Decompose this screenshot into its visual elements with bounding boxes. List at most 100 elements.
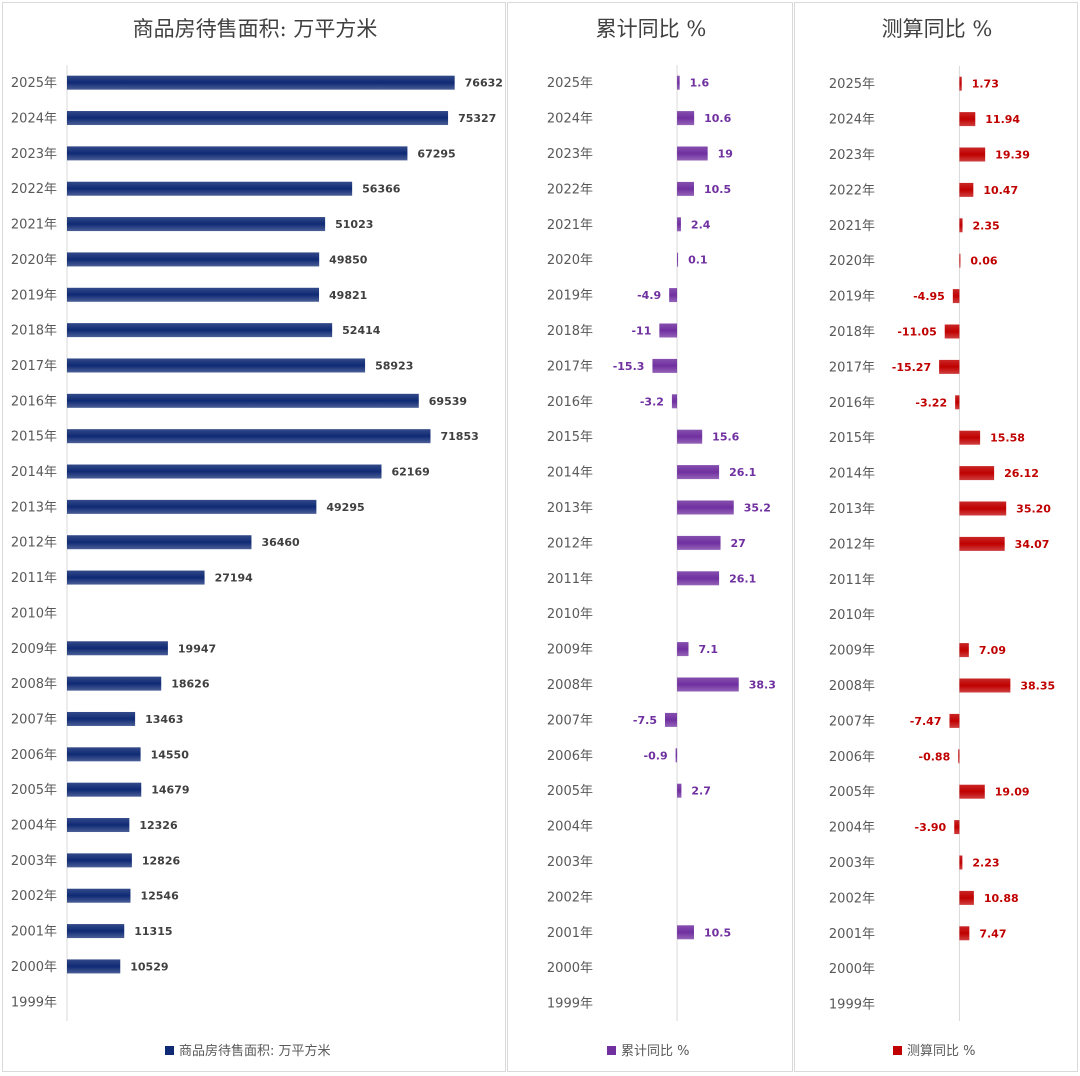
data-label: -11 bbox=[631, 325, 651, 338]
data-label: 76632 bbox=[465, 77, 503, 90]
category-tick-label: 2006年 bbox=[547, 749, 593, 764]
bar bbox=[959, 253, 961, 268]
category-tick-label: 2018年 bbox=[829, 325, 875, 340]
data-label: -4.95 bbox=[913, 290, 945, 303]
category-tick-label: 2010年 bbox=[11, 606, 57, 621]
category-tick-label: 2015年 bbox=[11, 430, 57, 445]
bar bbox=[669, 288, 678, 303]
data-label: 10.6 bbox=[704, 112, 731, 125]
category-tick-label: 2007年 bbox=[11, 712, 57, 727]
data-label: 7.1 bbox=[699, 643, 719, 656]
category-tick-label: 2005年 bbox=[11, 783, 57, 798]
category-tick-label: 2021年 bbox=[829, 219, 875, 234]
legend-swatch bbox=[607, 1046, 616, 1055]
category-tick-label: 2011年 bbox=[11, 571, 57, 586]
category-tick-label: 2002年 bbox=[829, 891, 875, 906]
category-tick-label: 2004年 bbox=[11, 819, 57, 834]
bar bbox=[952, 289, 960, 304]
category-tick-label: 2002年 bbox=[11, 889, 57, 904]
bar bbox=[959, 926, 970, 941]
category-tick-label: 2006年 bbox=[829, 750, 875, 765]
data-label: 14679 bbox=[151, 784, 189, 797]
data-label: 75327 bbox=[458, 112, 496, 125]
bar bbox=[677, 677, 739, 692]
category-tick-label: 1999年 bbox=[11, 995, 57, 1010]
data-label: 10.5 bbox=[704, 926, 731, 939]
category-tick-label: 2014年 bbox=[547, 466, 593, 481]
legend-swatch bbox=[165, 1046, 174, 1055]
bar bbox=[958, 749, 960, 764]
data-label: 35.2 bbox=[744, 502, 771, 515]
category-tick-label: 2001年 bbox=[829, 927, 875, 942]
category-tick-label: 2016年 bbox=[11, 394, 57, 409]
data-label: 19.09 bbox=[995, 786, 1030, 799]
bar bbox=[67, 217, 326, 232]
bar bbox=[959, 76, 962, 91]
category-tick-label: 2010年 bbox=[547, 607, 593, 622]
data-label: 2.35 bbox=[973, 219, 1000, 232]
data-label: 56366 bbox=[362, 183, 401, 196]
data-label: -3.2 bbox=[640, 395, 664, 408]
data-label: 0.06 bbox=[970, 255, 997, 268]
category-tick-label: 2008年 bbox=[11, 677, 57, 692]
category-tick-label: 2010年 bbox=[829, 608, 875, 623]
bar bbox=[67, 747, 141, 762]
data-label: 7.09 bbox=[979, 644, 1006, 657]
category-tick-label: 2012年 bbox=[11, 536, 57, 551]
bar bbox=[959, 678, 1011, 693]
data-label: 2.7 bbox=[691, 785, 711, 798]
category-tick-label: 2024年 bbox=[829, 113, 875, 128]
bar bbox=[677, 75, 680, 90]
category-tick-label: 2009年 bbox=[547, 643, 593, 658]
bar bbox=[67, 464, 382, 479]
bar bbox=[67, 535, 252, 550]
category-tick-label: 2007年 bbox=[547, 713, 593, 728]
bar bbox=[67, 393, 419, 408]
data-label: 10529 bbox=[130, 960, 168, 973]
bar bbox=[959, 855, 963, 870]
category-tick-label: 2017年 bbox=[829, 360, 875, 375]
data-label: 12546 bbox=[140, 890, 179, 903]
data-label: 15.58 bbox=[990, 432, 1025, 445]
category-tick-label: 2016年 bbox=[829, 396, 875, 411]
panel-inventory-area: 商品房待售面积: 万平方米 2025年 76632 2024年 75327 2023年 6… bbox=[2, 2, 506, 1072]
bar bbox=[67, 429, 431, 444]
bar bbox=[67, 959, 121, 974]
data-label: 49850 bbox=[329, 253, 368, 266]
bar bbox=[67, 924, 125, 939]
data-label: 18626 bbox=[171, 678, 210, 691]
category-tick-label: 2020年 bbox=[829, 254, 875, 269]
category-tick-label: 2012年 bbox=[829, 537, 875, 552]
bar bbox=[677, 146, 708, 161]
category-tick-label: 2023年 bbox=[547, 147, 593, 162]
bar bbox=[671, 394, 678, 409]
category-tick-label: 2011年 bbox=[547, 572, 593, 587]
data-label: 26.1 bbox=[729, 572, 756, 585]
data-label: -15.27 bbox=[892, 361, 931, 374]
bar bbox=[67, 676, 162, 691]
data-label: -7.47 bbox=[910, 715, 942, 728]
legend-label: 测算同比 % bbox=[907, 1044, 976, 1059]
category-tick-label: 2024年 bbox=[11, 112, 57, 127]
data-label: 11.94 bbox=[985, 113, 1020, 126]
category-tick-label: 2003年 bbox=[11, 854, 57, 869]
category-tick-label: 2000年 bbox=[547, 961, 593, 976]
category-tick-label: 2024年 bbox=[547, 112, 593, 127]
bar bbox=[67, 358, 366, 373]
category-tick-label: 2017年 bbox=[547, 359, 593, 374]
category-tick-label: 2014年 bbox=[829, 467, 875, 482]
bar bbox=[659, 323, 678, 338]
data-label: 1.73 bbox=[972, 78, 999, 91]
legend-label: 商品房待售面积: 万平方米 bbox=[179, 1043, 331, 1059]
chart-title: 测算同比 % bbox=[882, 17, 993, 41]
chart-inventory-area: 商品房待售面积: 万平方米 2025年 76632 2024年 75327 2023年 6… bbox=[11, 17, 503, 1059]
category-tick-label: 2025年 bbox=[11, 76, 57, 91]
category-tick-label: 2000年 bbox=[11, 960, 57, 975]
category-tick-label: 2005年 bbox=[829, 785, 875, 800]
bars-group: 2025年 76632 2024年 75327 2023年 67295 2022年 56366… bbox=[11, 65, 503, 1021]
category-tick-label: 2015年 bbox=[829, 431, 875, 446]
bar bbox=[67, 111, 449, 126]
bar bbox=[652, 358, 678, 373]
data-label: 35.20 bbox=[1016, 503, 1051, 516]
bar bbox=[67, 323, 333, 338]
